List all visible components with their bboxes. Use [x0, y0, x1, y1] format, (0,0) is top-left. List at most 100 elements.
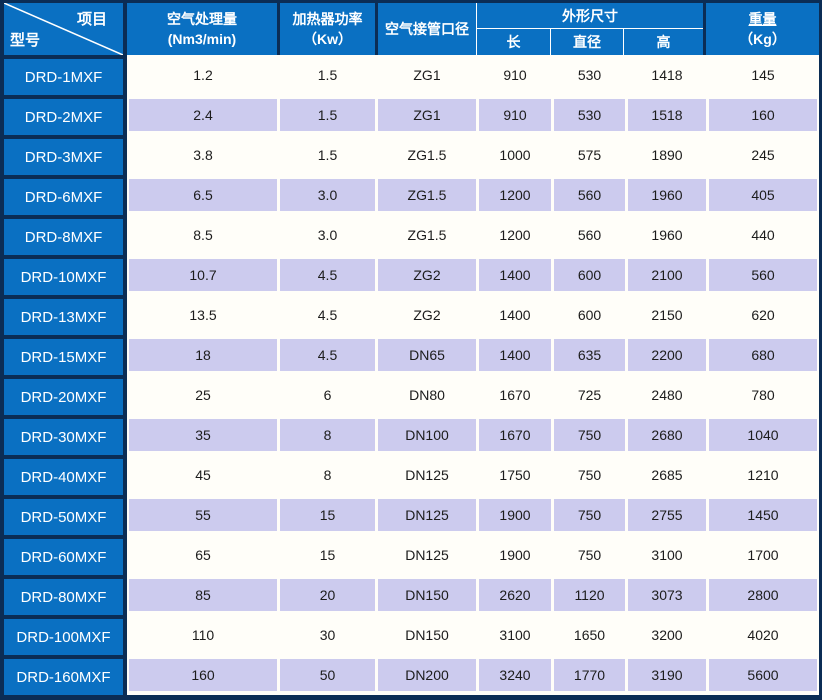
cell-length: 1670	[479, 419, 551, 451]
table-row: 45 8 DN125 1750 750 2685 1210	[127, 455, 819, 495]
cell-capacity: 35	[129, 419, 277, 451]
cell-capacity: 8.5	[193, 227, 213, 243]
header-divider	[476, 3, 477, 55]
header-capacity-label: 空气处理量	[167, 10, 237, 27]
model-name: DRD-8MXF	[4, 219, 123, 255]
cell-pipe: ZG2	[413, 307, 441, 323]
header-pipe-label: 空气接管口径	[385, 20, 469, 37]
model-cell: DRD-8MXF	[4, 215, 123, 255]
cell-length: 1400	[499, 307, 531, 323]
cell-heater: 1.5	[280, 99, 375, 131]
table-row: 110 30 DN150 3100 1650 3200 4020	[127, 615, 819, 655]
cell-height: 2680	[628, 419, 706, 451]
cell-pipe: DN150	[405, 627, 449, 643]
cell-height: 2200	[628, 339, 706, 371]
table-row: 35 8 DN100 1670 750 2680 1040	[127, 415, 819, 455]
table-row: 1.2 1.5 ZG1 910 530 1418 145	[127, 55, 819, 95]
header-divider	[623, 29, 624, 55]
cell-height: 1890	[651, 147, 683, 163]
model-cell: DRD-2MXF	[4, 95, 123, 135]
model-cell: DRD-40MXF	[4, 455, 123, 495]
cell-length: 2620	[479, 579, 551, 611]
cell-height: 3100	[651, 547, 683, 563]
cell-diameter: 750	[577, 547, 602, 563]
corner-header-cell: 项目 型号	[4, 3, 123, 55]
cell-diameter: 600	[554, 259, 625, 291]
cell-weight: 4020	[747, 627, 779, 643]
model-name: DRD-1MXF	[4, 59, 123, 95]
cell-weight: 1700	[747, 547, 779, 563]
model-cell: DRD-3MXF	[4, 135, 123, 175]
header-height: 高	[624, 29, 703, 55]
header-diameter: 直径	[551, 29, 623, 55]
cell-height: 2685	[651, 467, 683, 483]
cell-height: 1960	[628, 179, 706, 211]
cell-pipe: DN200	[378, 659, 476, 691]
table-row: 85 20 DN150 2620 1120 3073 2800	[127, 575, 819, 615]
cell-capacity: 55	[129, 499, 277, 531]
model-cell: DRD-1MXF	[4, 55, 123, 95]
cell-height: 2755	[628, 499, 706, 531]
cell-height: 3200	[651, 627, 683, 643]
cell-length: 1400	[479, 339, 551, 371]
cell-heater: 15	[280, 499, 375, 531]
cell-capacity: 10.7	[129, 259, 277, 291]
cell-diameter: 575	[577, 147, 602, 163]
model-name: DRD-80MXF	[4, 579, 123, 615]
cell-pipe: DN150	[378, 579, 476, 611]
cell-heater: 20	[280, 579, 375, 611]
cell-capacity: 2.4	[129, 99, 277, 131]
header-divider	[277, 3, 280, 55]
cell-height: 2150	[651, 307, 683, 323]
cell-pipe: ZG2	[378, 259, 476, 291]
table-body: 1.2 1.5 ZG1 910 530 1418 145 2.4 1.5 ZG1 910 530 151…	[127, 55, 819, 695]
cell-heater: 3.0	[280, 179, 375, 211]
model-column: 项目 型号 DRD-1MXF DRD-2MXF DRD-3MXF DRD-6MXF DR…	[4, 3, 127, 695]
model-name: DRD-60MXF	[4, 539, 123, 575]
model-name: DRD-50MXF	[4, 499, 123, 535]
model-name: DRD-15MXF	[4, 339, 123, 375]
model-name: DRD-40MXF	[4, 459, 123, 495]
cell-weight: 5600	[709, 659, 817, 691]
header-diameter-label: 直径	[573, 34, 601, 50]
cell-capacity: 18	[129, 339, 277, 371]
table-row: 13.5 4.5 ZG2 1400 600 2150 620	[127, 295, 819, 335]
cell-pipe: ZG1.5	[407, 147, 447, 163]
table-row: 65 15 DN125 1900 750 3100 1700	[127, 535, 819, 575]
cell-pipe: ZG1	[413, 67, 441, 83]
cell-weight: 245	[751, 147, 775, 163]
model-cell: DRD-20MXF	[4, 375, 123, 415]
table-row: 160 50 DN200 3240 1770 3190 5600	[127, 655, 819, 695]
model-name: DRD-13MXF	[4, 299, 123, 335]
cell-heater: 30	[319, 627, 336, 643]
cell-diameter: 600	[577, 307, 602, 323]
cell-diameter: 560	[577, 227, 602, 243]
cell-pipe: DN125	[378, 499, 476, 531]
cell-diameter: 635	[554, 339, 625, 371]
cell-diameter: 750	[577, 467, 602, 483]
header-weight: 重量 （Kg）	[706, 3, 819, 55]
cell-diameter: 530	[577, 67, 602, 83]
table-row: 3.8 1.5 ZG1.5 1000 575 1890 245	[127, 135, 819, 175]
cell-weight: 1450	[709, 499, 817, 531]
cell-height: 2100	[628, 259, 706, 291]
cell-weight: 145	[751, 67, 775, 83]
model-cell: DRD-100MXF	[4, 615, 123, 655]
cell-length: 1200	[499, 227, 531, 243]
cell-weight: 440	[751, 227, 775, 243]
cell-heater: 6	[323, 387, 332, 403]
header-dimensions-label: 外形尺寸	[562, 7, 618, 24]
header-divider	[375, 3, 378, 55]
corner-label-item: 项目	[76, 11, 107, 28]
cell-pipe: DN125	[405, 547, 449, 563]
table-row: 55 15 DN125 1900 750 2755 1450	[127, 495, 819, 535]
cell-length: 910	[479, 99, 551, 131]
table-main-area: 空气处理量 (Nm3/min) 加热器功率 （Kw） 空气接管口径 外形尺寸 长	[127, 3, 819, 695]
model-cell: DRD-30MXF	[4, 415, 123, 455]
cell-pipe: ZG1	[378, 99, 476, 131]
cell-weight: 620	[751, 307, 775, 323]
header-weight-label: 重量	[748, 10, 777, 27]
cell-capacity: 110	[191, 627, 215, 643]
cell-length: 1200	[479, 179, 551, 211]
cell-heater: 4.5	[317, 307, 338, 323]
